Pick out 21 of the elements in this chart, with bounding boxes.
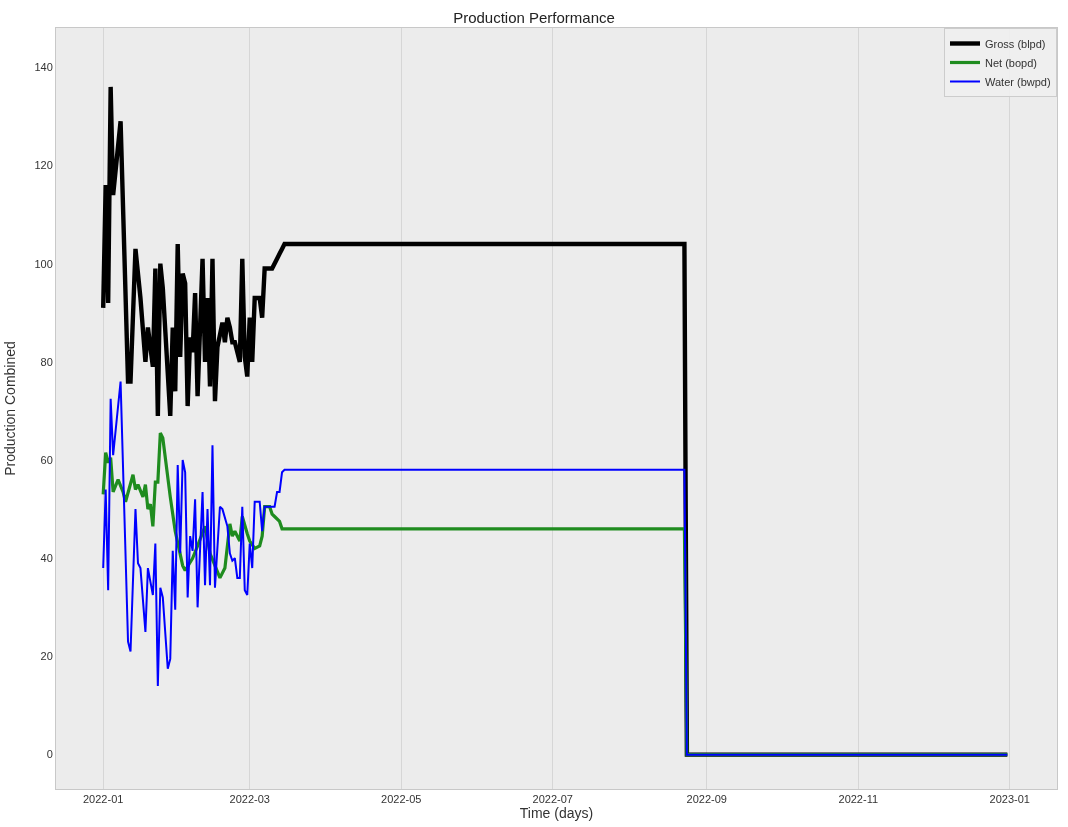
legend-label: Water (bwpd)	[985, 75, 1051, 88]
x-tick-label: 2022-07	[532, 793, 573, 806]
legend-label: Gross (blpd)	[985, 37, 1046, 50]
y-tick-label: 60	[40, 453, 53, 466]
y-tick-label: 120	[34, 159, 53, 172]
y-tick-label: 140	[34, 61, 53, 74]
x-axis-title: Time (days)	[519, 805, 594, 822]
y-axis-title: Production Combined	[2, 341, 19, 476]
x-tick-label: 2022-03	[229, 793, 270, 806]
y-tick-label: 40	[40, 552, 53, 565]
x-tick-label: 2022-05	[381, 793, 422, 806]
y-tick-label: 80	[40, 355, 53, 368]
x-tick-label: 2022-09	[686, 793, 727, 806]
legend-label: Net (bopd)	[985, 56, 1037, 69]
x-tick-label: 2022-11	[838, 793, 879, 806]
y-tick-label: 100	[34, 257, 53, 270]
y-tick-label: 0	[46, 748, 53, 761]
y-tick-label: 20	[40, 650, 53, 663]
chart-title: Production Performance	[453, 8, 615, 26]
x-tick-label: 2022-01	[83, 793, 124, 806]
x-tick-label: 2023-01	[989, 793, 1030, 806]
